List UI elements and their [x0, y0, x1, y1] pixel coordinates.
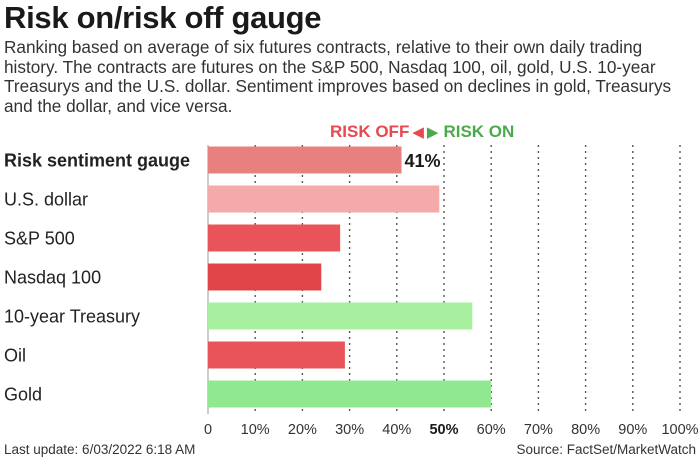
right-arrow-icon: ▶: [426, 124, 439, 141]
bar: [208, 263, 322, 291]
x-tick-label: 90%: [618, 422, 647, 438]
risk-off-label: RISK OFF: [330, 122, 410, 141]
x-tick-label: 60%: [477, 422, 506, 438]
chart-subtitle: Ranking based on average of six futures …: [4, 37, 672, 116]
source-credit: Source: FactSet/MarketWatch: [516, 442, 696, 457]
bar: [208, 185, 440, 213]
x-tick-label: 40%: [382, 422, 411, 438]
x-tick-label: 70%: [524, 422, 553, 438]
x-tick-label: 30%: [335, 422, 364, 438]
x-tick-label: 20%: [288, 422, 317, 438]
direction-legend: RISK OFF ◀ ▶ RISK ON: [330, 122, 514, 142]
x-tick-label: 50%: [429, 422, 458, 438]
x-tick-label: 0: [204, 422, 212, 438]
bar: [208, 341, 345, 369]
bar: [208, 224, 341, 252]
last-update: Last update: 6/03/2022 6:18 AM: [4, 442, 196, 457]
left-arrow-icon: ◀: [412, 124, 424, 141]
x-tick-label: 100%: [661, 422, 698, 438]
x-tick-label: 80%: [571, 422, 600, 438]
bar: [208, 302, 473, 330]
category-label: Oil: [4, 346, 26, 366]
category-label: 10-year Treasury: [4, 307, 140, 327]
data-label: 41%: [405, 151, 441, 171]
category-label: Gold: [4, 385, 42, 405]
category-label: S&P 500: [4, 229, 75, 249]
chart-title: Risk on/risk off gauge: [4, 0, 322, 35]
bar: [208, 380, 492, 408]
category-label: Nasdaq 100: [4, 268, 101, 288]
category-label: U.S. dollar: [4, 190, 88, 210]
x-tick-label: 10%: [241, 422, 270, 438]
risk-on-label: RISK ON: [443, 122, 515, 141]
category-label: Risk sentiment gauge: [4, 151, 190, 171]
bar: [208, 146, 402, 174]
